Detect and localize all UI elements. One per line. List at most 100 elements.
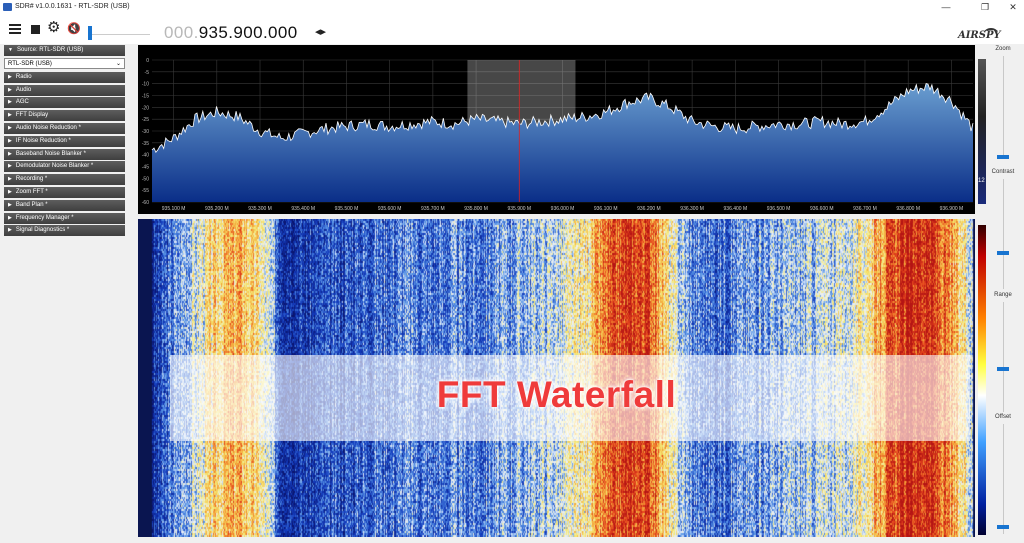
x-tick-label: 935.300 M: [248, 206, 272, 212]
y-tick-label: -30: [142, 129, 149, 135]
sidebar-item-demodulator-noise-blanker[interactable]: ▶ Demodulator Noise Blanker *: [4, 161, 125, 173]
restore-button[interactable]: ❐: [980, 2, 990, 12]
close-button[interactable]: ✕: [1009, 2, 1017, 12]
range-slider-thumb[interactable]: [997, 367, 1009, 371]
spectrum-trace: [151, 82, 974, 154]
sidebar-item-fft-display[interactable]: ▶ FFT Display: [4, 110, 125, 122]
sidebar-item-source[interactable]: ▼ Source: RTL-SDR (USB): [4, 45, 125, 56]
stop-icon[interactable]: [31, 25, 40, 34]
y-tick-label: -45: [142, 165, 149, 171]
sidebar-item-frequency-manager[interactable]: ▶ Frequency Manager *: [4, 212, 125, 224]
x-tick-label: 935.800 M: [464, 206, 488, 212]
x-tick-label: 936.300 M: [680, 206, 704, 212]
window-title: SDR# v1.0.0.1631 - RTL-SDR (USB): [15, 3, 130, 10]
sidebar-item-label: FFT Display: [15, 112, 49, 119]
x-tick-label: 936.900 M: [940, 206, 964, 212]
x-tick-label: 936.500 M: [767, 206, 791, 212]
offset-slider-thumb[interactable]: [997, 525, 1009, 529]
sidebar-item-baseband-noise-blanker[interactable]: ▶ Baseband Noise Blanker *: [4, 148, 125, 160]
source-select[interactable]: RTL-SDR (USB) ⌄: [4, 57, 125, 69]
range-label: Range: [994, 292, 1012, 298]
app-icon: [3, 3, 12, 11]
volume-slider-track[interactable]: [90, 34, 150, 35]
chevron-right-icon: ▶: [8, 201, 12, 208]
mute-icon[interactable]: 🔇: [67, 23, 81, 35]
sidebar-item-audio[interactable]: ▶ Audio: [4, 84, 125, 96]
range-slider-track[interactable]: [1003, 302, 1004, 412]
chevron-right-icon: ▶: [8, 188, 12, 195]
y-tick-label: -20: [142, 105, 149, 111]
sidebar-item-label: Demodulator Noise Blanker *: [15, 163, 94, 170]
sidebar: ▼ Source: RTL-SDR (USB) RTL-SDR (USB) ⌄ ▶…: [4, 45, 125, 238]
logo-arc: [984, 28, 998, 38]
x-tick-label: 936.200 M: [637, 206, 661, 212]
sidebar-item-label: AGC: [15, 99, 29, 106]
overlay-label: FFT Waterfall: [436, 374, 677, 415]
sidebar-item-audio-noise-reduction[interactable]: ▶ Audio Noise Reduction *: [4, 122, 125, 134]
y-tick-label: -55: [142, 188, 149, 194]
chevron-right-icon: ▶: [8, 124, 12, 131]
sidebar-item-label: Baseband Noise Blanker *: [15, 150, 86, 157]
spectrum-analyzer[interactable]: 0 -5 -10 -15 -20 -25 -30 -35 -40 -45 -50 -55 -60 935.…: [138, 45, 975, 214]
chevron-right-icon: ▶: [8, 73, 12, 80]
y-tick-label: -10: [142, 82, 149, 88]
x-tick-label: 936.800 M: [896, 206, 920, 212]
chevron-right-icon: ▶: [8, 86, 12, 93]
spectrum-plot: 0 -5 -10 -15 -20 -25 -30 -35 -40 -45 -50 -55 -60 935.…: [142, 58, 974, 212]
contrast-slider-thumb[interactable]: [997, 251, 1009, 255]
chevron-right-icon: ▶: [8, 150, 12, 157]
y-tick-label: -15: [142, 94, 149, 100]
offset-label: Offset: [995, 414, 1011, 420]
sidebar-item-label: Audio: [15, 86, 32, 93]
airspy-logo: AIRSPY: [958, 30, 1001, 41]
x-tick-label: 935.400 M: [291, 206, 315, 212]
sidebar-item-label: Recording *: [15, 176, 48, 183]
sidebar-item-recording[interactable]: ▶ Recording *: [4, 174, 125, 186]
sidebar-item-label: IF Noise Reduction *: [15, 137, 71, 144]
sidebar-item-label: Radio: [15, 73, 32, 80]
sidebar-item-label: Signal Diagnostics *: [15, 227, 70, 234]
sidebar-item-agc[interactable]: ▶ AGC: [4, 97, 125, 109]
y-tick-label: -60: [142, 200, 149, 206]
chevron-right-icon: ▶: [8, 227, 12, 234]
tuning-arrows-icon[interactable]: ◂▸: [315, 26, 327, 38]
sidebar-item-if-noise-reduction[interactable]: ▶ IF Noise Reduction *: [4, 135, 125, 147]
contrast-slider-track[interactable]: [1003, 179, 1004, 289]
x-tick-label: 935.200 M: [205, 206, 229, 212]
sidebar-item-zoom-fft[interactable]: ▶ Zoom FFT *: [4, 186, 125, 198]
offset-slider-track[interactable]: [1003, 424, 1004, 534]
y-tick-label: -35: [142, 141, 149, 147]
sidebar-item-band-plan[interactable]: ▶ Band Plan *: [4, 199, 125, 211]
x-tick-label: 936.400 M: [724, 206, 748, 212]
signal-level-bar: [978, 59, 986, 204]
chevron-right-icon: ▶: [8, 163, 12, 170]
sidebar-item-label: Band Plan *: [15, 201, 48, 208]
frequency-value[interactable]: 935.900.000: [198, 23, 298, 42]
spectrum-fill: [152, 83, 973, 202]
sidebar-item-radio[interactable]: ▶ Radio: [4, 71, 125, 83]
x-tick-label: 936.000 M: [551, 206, 575, 212]
title-bar: SDR# v1.0.0.1631 - RTL-SDR (USB) — ❐ ✕: [0, 0, 1024, 14]
hamburger-menu-icon[interactable]: [9, 24, 21, 34]
sidebar-item-label: Audio Noise Reduction *: [15, 124, 81, 131]
zoom-slider-track[interactable]: [1003, 56, 1004, 159]
waterfall-display[interactable]: FFT Waterfall: [138, 219, 975, 537]
chevron-right-icon: ▶: [8, 176, 12, 183]
chevron-right-icon: ▶: [8, 137, 12, 144]
x-tick-label: 935.600 M: [378, 206, 402, 212]
y-tick-label: -25: [142, 117, 149, 123]
y-tick-label: -40: [142, 153, 149, 159]
overlay-band: [170, 355, 970, 441]
x-tick-label: 935.500 M: [335, 206, 359, 212]
gear-icon[interactable]: ⚙: [47, 19, 61, 36]
source-select-value: RTL-SDR (USB): [8, 60, 52, 67]
sidebar-item-label: Zoom FFT *: [15, 188, 48, 195]
gain-value: 12: [978, 178, 985, 184]
frequency-display[interactable]: 000.935.900.000: [164, 23, 298, 43]
zoom-slider-thumb[interactable]: [997, 155, 1009, 159]
minimize-button[interactable]: —: [941, 2, 951, 12]
chevron-right-icon: ▶: [8, 99, 12, 106]
sidebar-item-signal-diagnostics[interactable]: ▶ Signal Diagnostics *: [4, 225, 125, 237]
volume-slider-thumb[interactable]: [88, 26, 92, 40]
contrast-label: Contrast: [991, 169, 1015, 175]
